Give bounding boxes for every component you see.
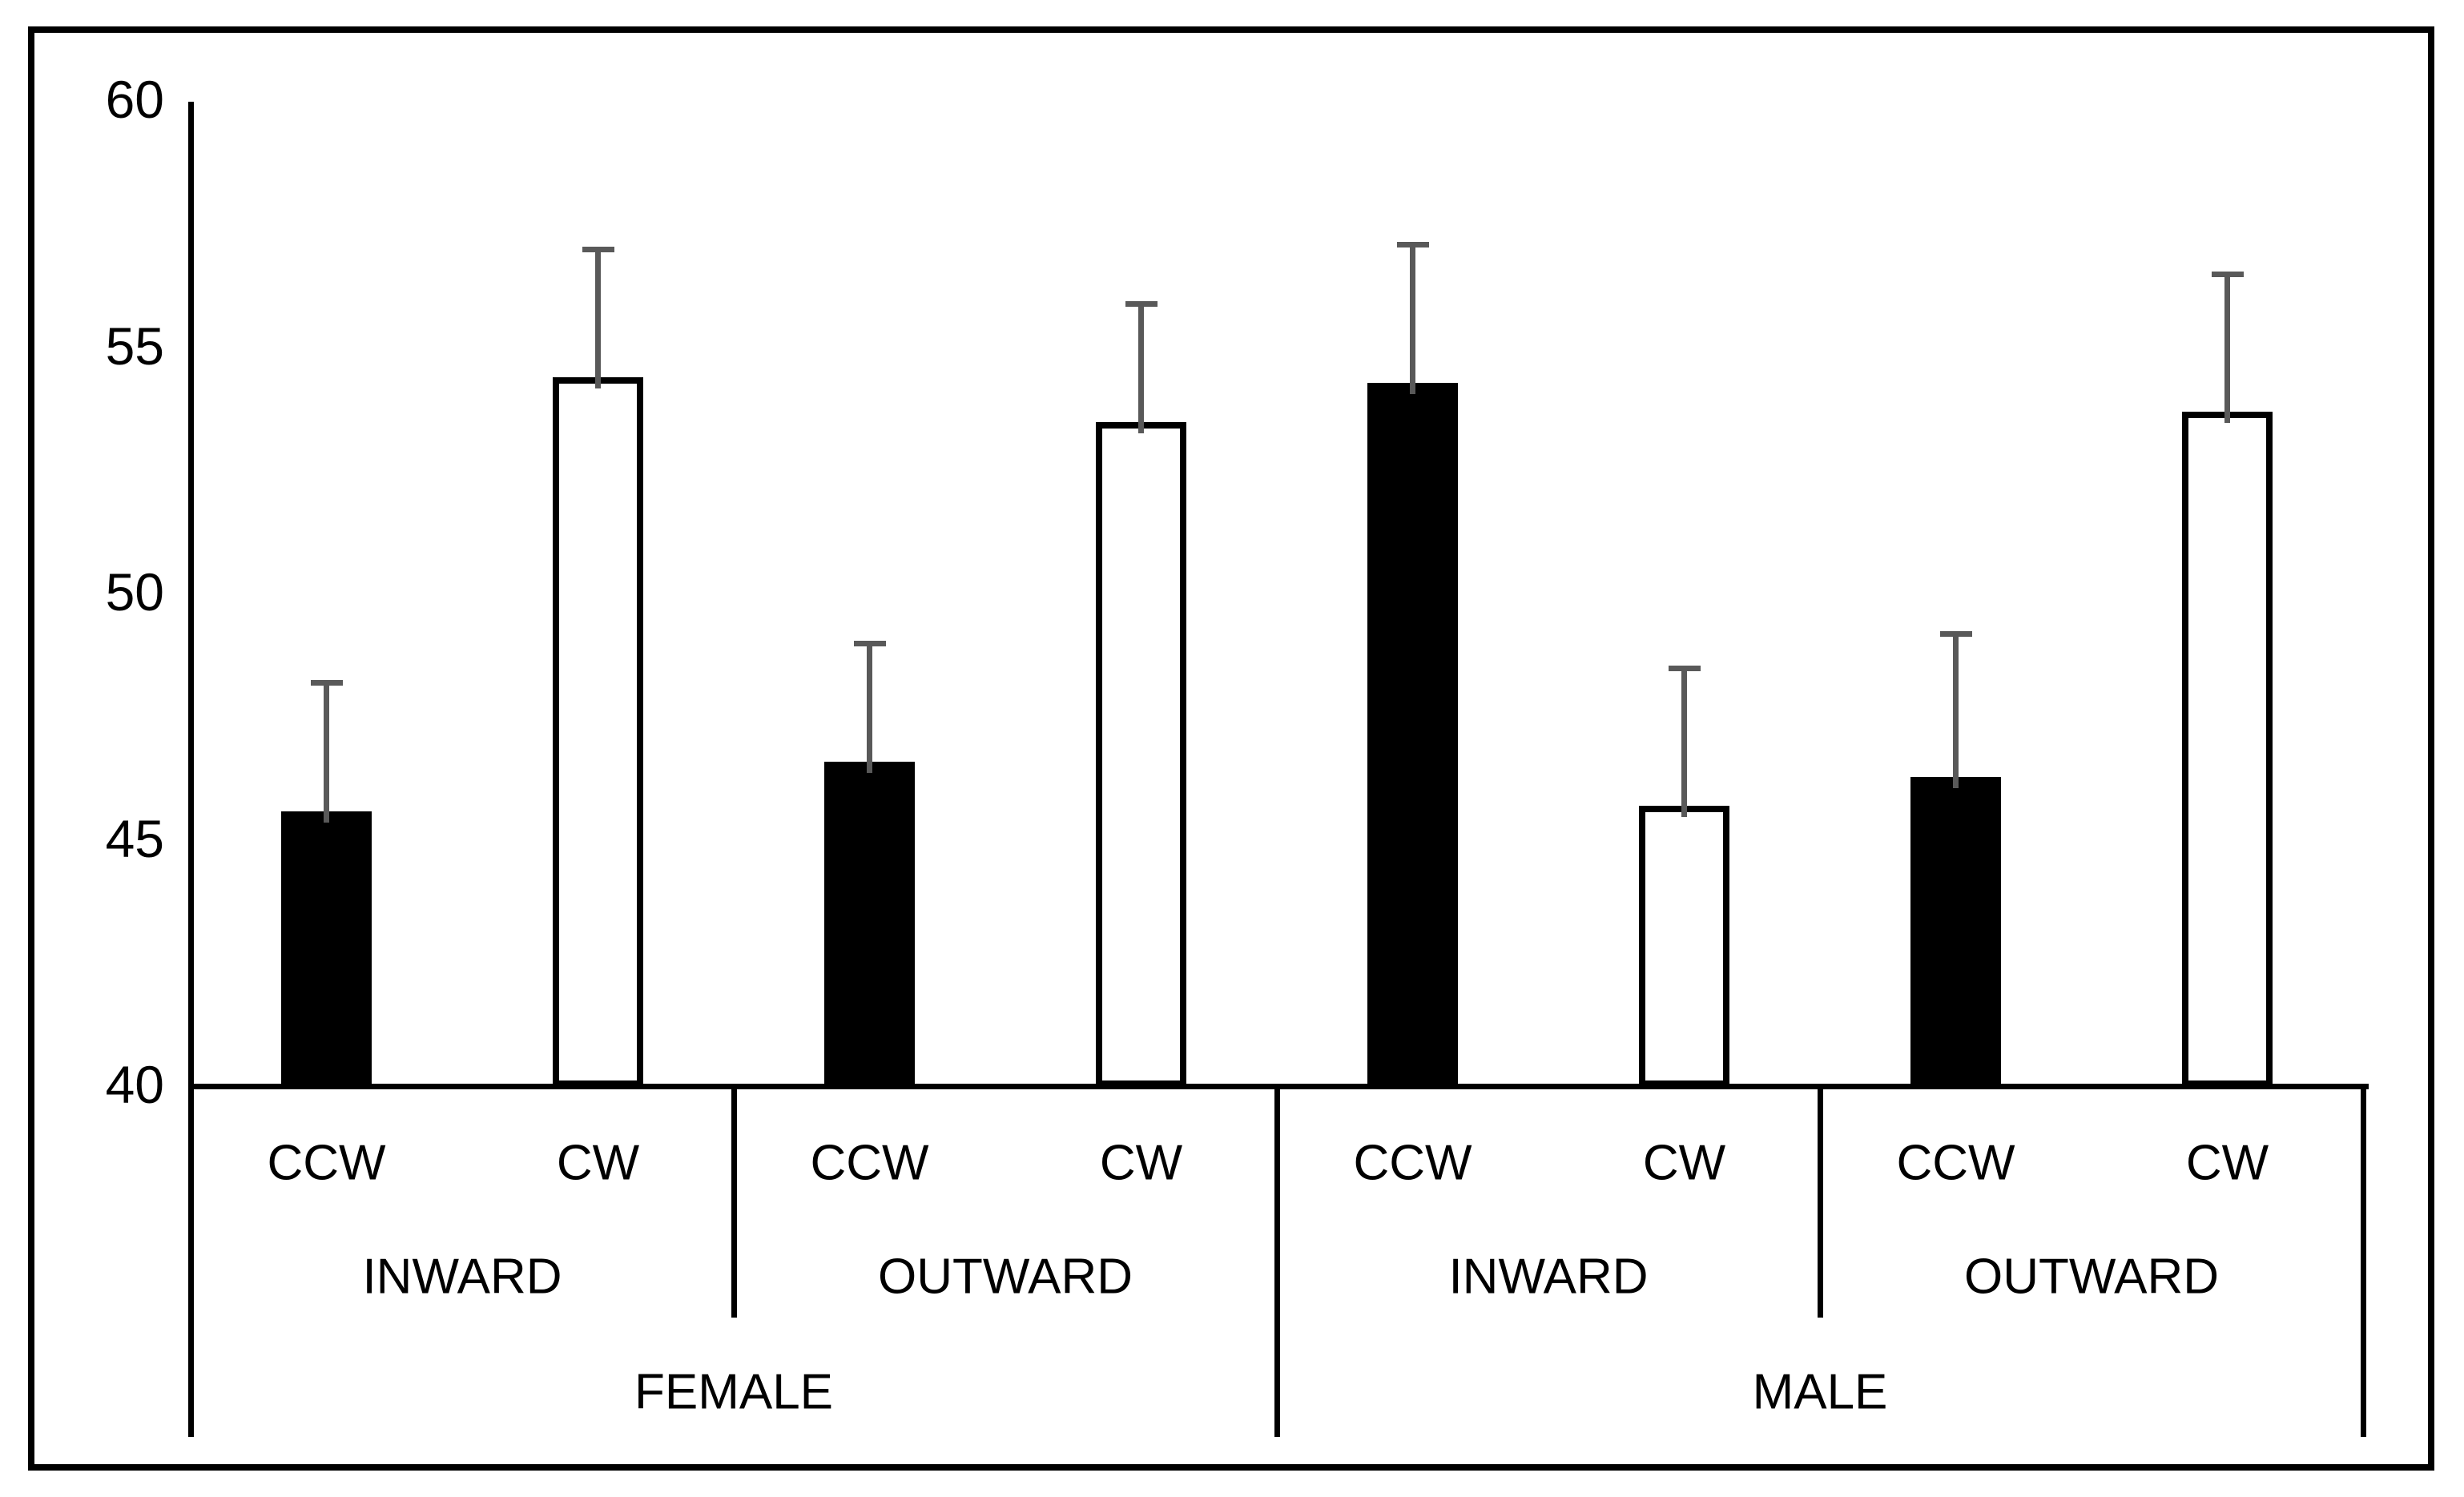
direction-divider-line xyxy=(1818,1084,1823,1318)
error-cap-male-inward-cw xyxy=(1668,665,1701,671)
category-table-right-border xyxy=(2361,1084,2366,1437)
bar-male-outward-cw xyxy=(2182,412,2273,1087)
rotation-label: CCW xyxy=(810,1135,929,1191)
error-bar-male-inward-cw xyxy=(1681,668,1687,818)
rotation-label: CCW xyxy=(267,1135,386,1191)
error-bar-female-outward-ccw xyxy=(867,643,872,774)
direction-label: INWARD xyxy=(1448,1249,1649,1305)
error-cap-male-inward-ccw xyxy=(1396,241,1429,247)
rotation-label: CW xyxy=(1099,1135,1183,1191)
error-cap-female-outward-cw xyxy=(1125,300,1158,307)
error-bar-female-inward-cw xyxy=(595,249,601,389)
error-cap-female-inward-cw xyxy=(582,247,614,252)
error-bar-male-outward-cw xyxy=(2224,274,2230,424)
y-axis-line xyxy=(188,102,194,1437)
bar-female-outward-ccw xyxy=(824,762,915,1087)
bar-female-outward-cw xyxy=(1096,421,1186,1087)
rotation-label: CW xyxy=(2185,1135,2269,1191)
rotation-label: CW xyxy=(556,1135,640,1191)
direction-label: OUTWARD xyxy=(1964,1249,2219,1305)
bar-male-inward-ccw xyxy=(1367,382,1458,1087)
direction-divider-line xyxy=(731,1084,737,1318)
error-bar-female-inward-ccw xyxy=(324,682,329,823)
error-cap-male-outward-cw xyxy=(2211,271,2244,277)
bar-male-inward-cw xyxy=(1639,806,1729,1087)
sex-label: FEMALE xyxy=(634,1364,834,1420)
figure-border xyxy=(28,26,2434,1471)
error-cap-male-outward-ccw xyxy=(1939,630,1972,637)
y-tick-label: 55 xyxy=(105,316,164,376)
bar-female-inward-cw xyxy=(553,377,643,1087)
error-bar-female-outward-cw xyxy=(1138,304,1144,433)
error-bar-male-outward-ccw xyxy=(1953,634,1959,788)
rotation-label: CCW xyxy=(1353,1135,1472,1191)
error-bar-male-inward-ccw xyxy=(1410,244,1415,394)
sex-divider-line xyxy=(1274,1084,1280,1437)
bar-male-outward-ccw xyxy=(1910,776,2001,1087)
bar-female-inward-ccw xyxy=(281,811,372,1087)
sex-label: MALE xyxy=(1752,1364,1888,1420)
y-tick-label: 50 xyxy=(105,561,164,622)
rotation-label: CCW xyxy=(1896,1135,2015,1191)
y-tick-label: 40 xyxy=(105,1054,164,1114)
error-cap-female-inward-ccw xyxy=(310,680,343,686)
error-cap-female-outward-ccw xyxy=(853,641,886,646)
y-tick-label: 45 xyxy=(105,808,164,868)
rotation-label: CW xyxy=(1642,1135,1726,1191)
direction-label: INWARD xyxy=(362,1249,562,1305)
direction-label: OUTWARD xyxy=(878,1249,1133,1305)
y-tick-label: 60 xyxy=(105,69,164,129)
